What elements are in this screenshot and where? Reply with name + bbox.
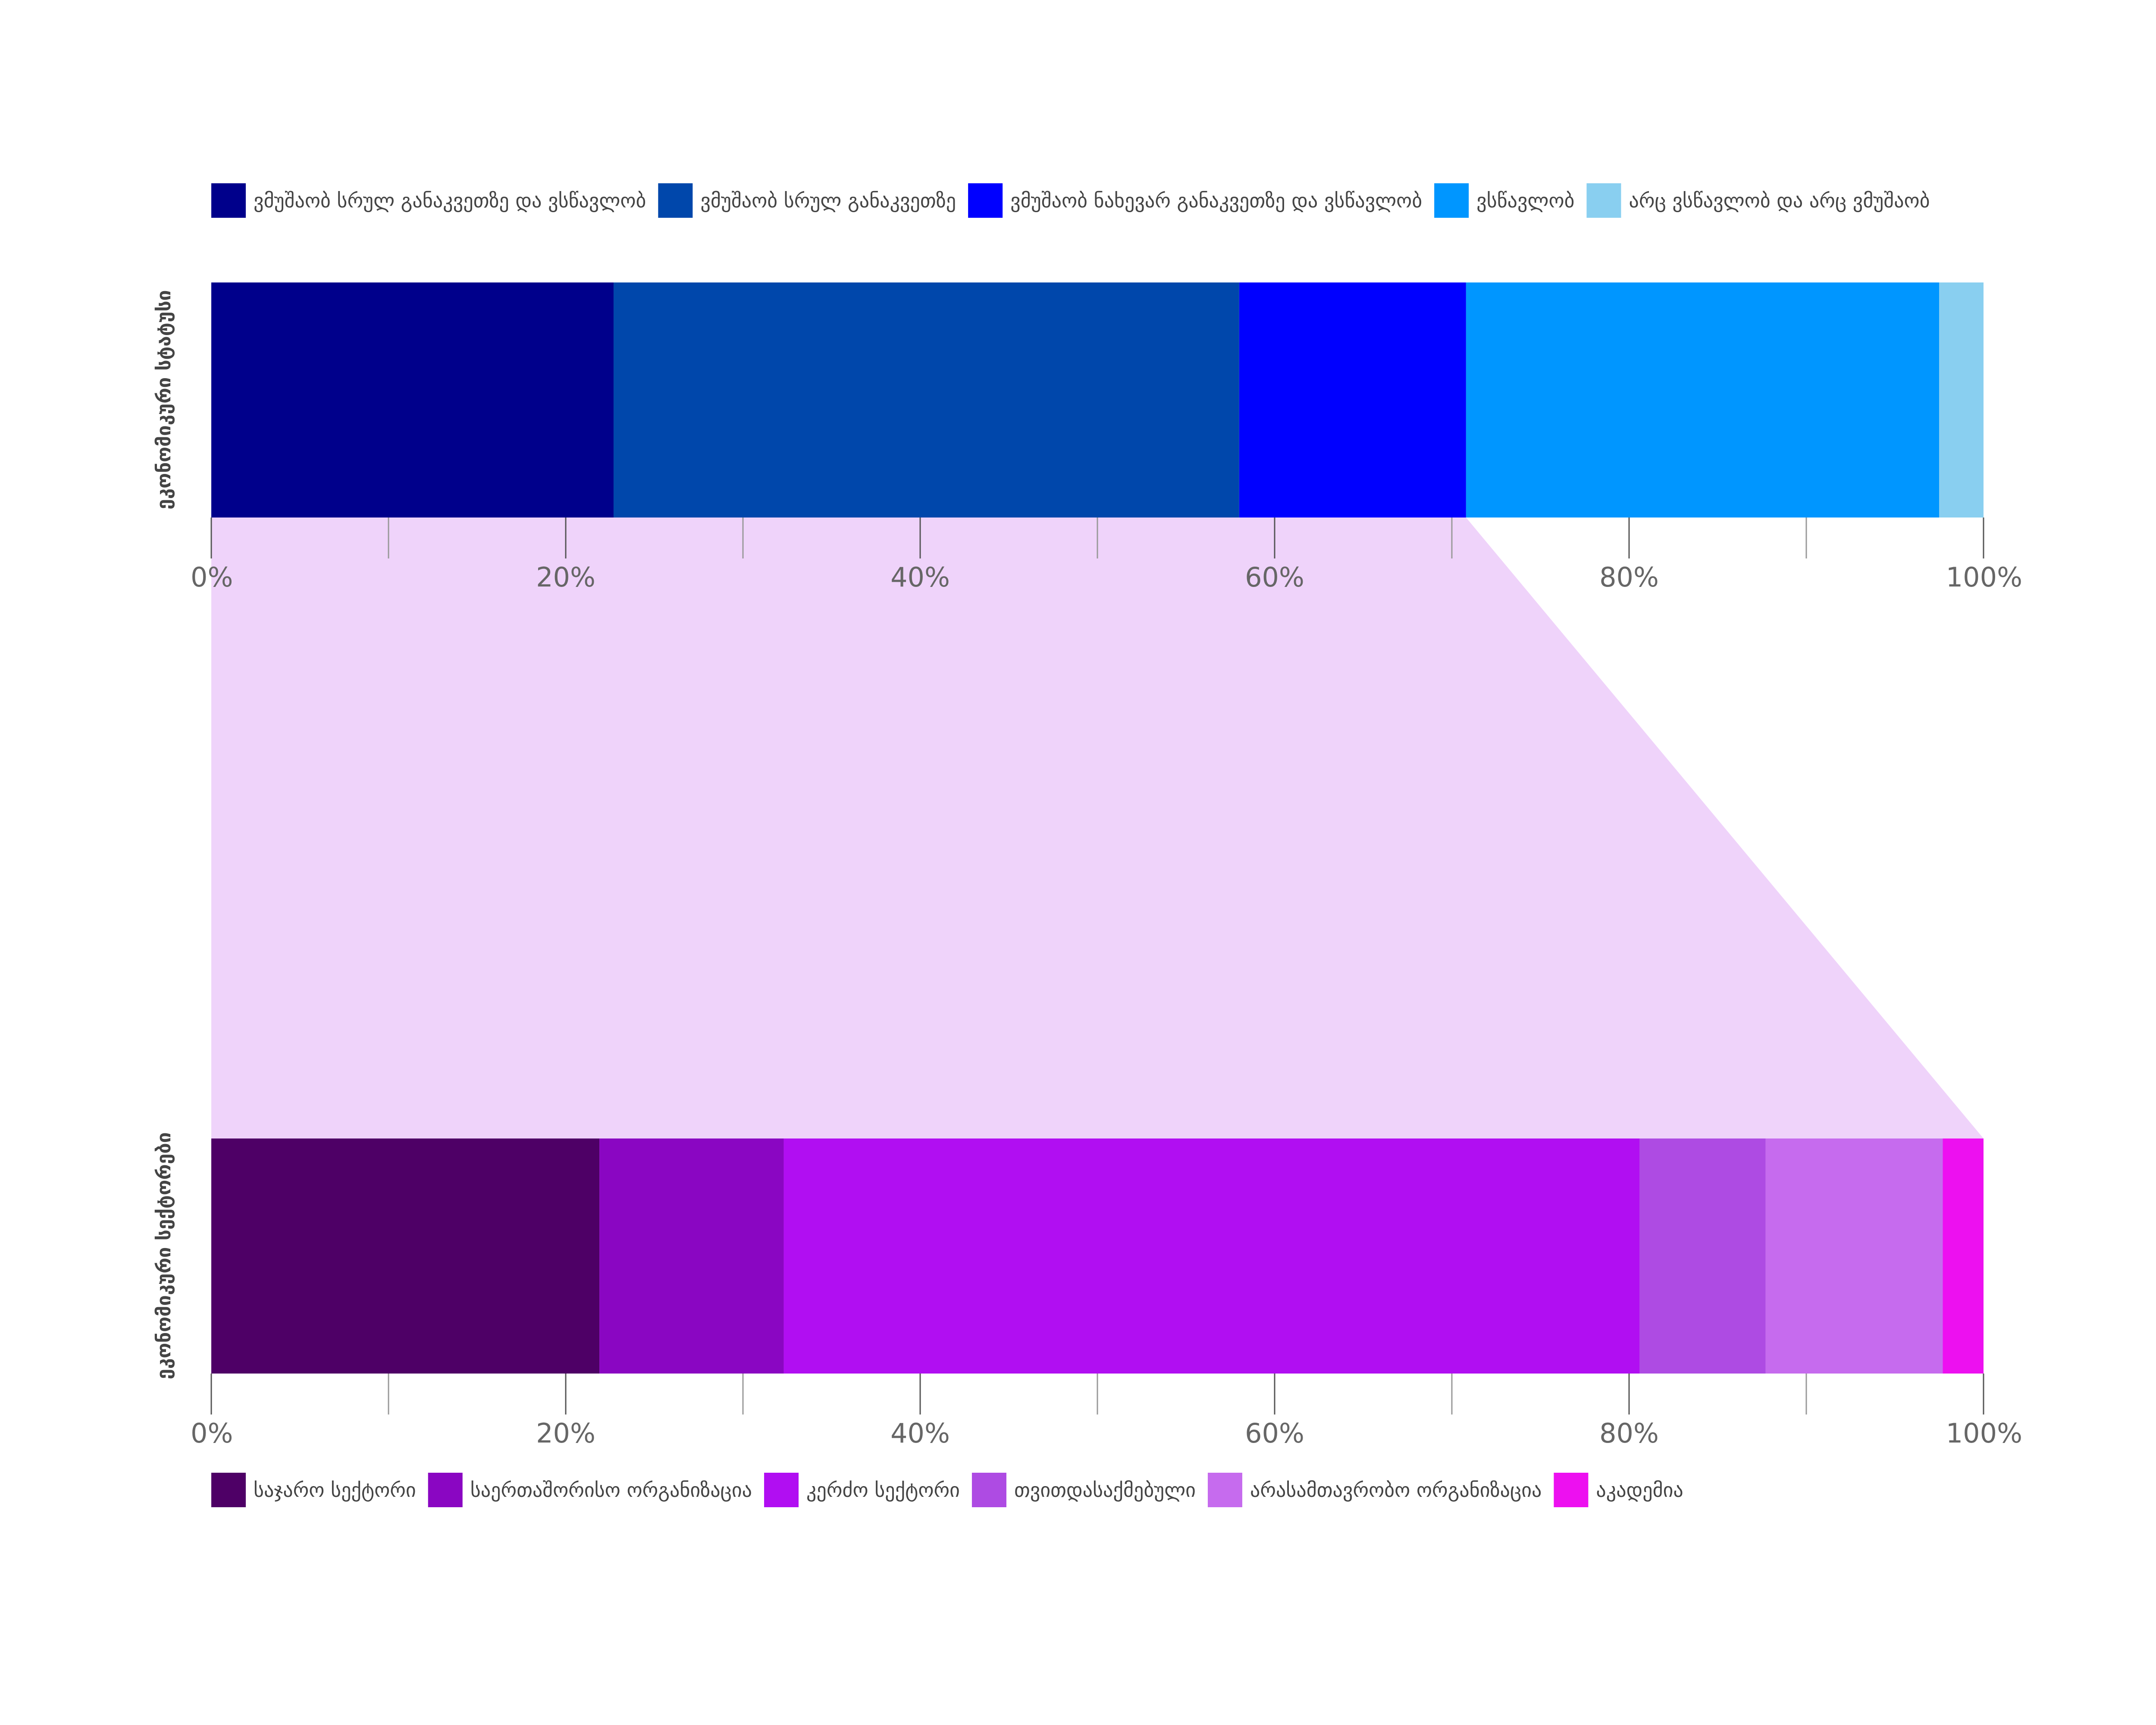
bar-segment-1-5: [1943, 1138, 1984, 1374]
x-tick-label-1-5: 100%: [1946, 1418, 2022, 1449]
bar-segment-0-0: [211, 282, 614, 518]
x-tick-label-1-4: 80%: [1599, 1418, 1659, 1449]
legend-swatch-1-5: [1554, 1473, 1589, 1507]
legend-swatch-0-4: [1586, 183, 1621, 218]
legend-swatch-0-3: [1434, 183, 1469, 218]
legend-swatch-0-1: [658, 183, 693, 218]
breakdown-connector: [211, 518, 1984, 1138]
legend-swatch-1-4: [1207, 1473, 1242, 1507]
legend-swatch-1-0: [211, 1473, 246, 1507]
x-tick-label-1-1: 20%: [536, 1418, 595, 1449]
x-tick-label-0-0: 0%: [191, 561, 233, 593]
legend-swatch-0-0: [211, 183, 246, 218]
legend-label-0-1: ვმუშაობ სრულ განაკვეთზე: [700, 189, 956, 212]
bar-segment-1-1: [599, 1138, 784, 1374]
x-tick-label-1-3: 60%: [1245, 1418, 1304, 1449]
legend-label-1-4: არასამთავრობო ორგანიზაცია: [1250, 1478, 1542, 1502]
x-tick-label-1-0: 0%: [191, 1418, 233, 1449]
x-tick-label-0-5: 100%: [1946, 561, 2022, 593]
legend-label-0-4: არც ვსწავლობ და არც ვმუშაობ: [1629, 189, 1930, 212]
bar-segment-1-3: [1639, 1138, 1766, 1374]
bars-layer: [211, 282, 1984, 1374]
titles-layer: ეკონომიკური სტატუსი ეკონომიკური სექტორები: [153, 290, 175, 1380]
legend-swatch-1-2: [764, 1473, 799, 1507]
legend-swatch-1-3: [971, 1473, 1006, 1507]
legend-label-0-2: ვმუშაობ ნახევარ განაკვეთზე და ვსწავლობ: [1010, 189, 1422, 212]
legend-label-1-5: აკადემია: [1596, 1478, 1683, 1502]
legend-label-0-0: ვმუშაობ სრულ განაკვეთზე და ვსწავლობ: [254, 189, 646, 212]
bar-segment-1-0: [211, 1138, 600, 1374]
x-tick-label-0-1: 20%: [536, 561, 595, 593]
connector-layer: [211, 518, 1984, 1138]
legend-label-1-2: კერძო სექტორი: [806, 1478, 960, 1502]
x-tick-label-0-2: 40%: [890, 561, 950, 593]
x-tick-label-0-4: 80%: [1599, 561, 1659, 593]
legend-label-1-0: საჯარო სექტორი: [254, 1478, 416, 1502]
axis-title-0: ეკონომიკური სტატუსი: [153, 290, 175, 510]
bar-segment-0-2: [1239, 282, 1466, 518]
legend-layer: ვმუშაობ სრულ განაკვეთზე და ვსწავლობ ვმუშა…: [211, 183, 1930, 1507]
legend-label-0-3: ვსწავლობ: [1476, 189, 1574, 212]
legend-label-1-3: თვითდასაქმებული: [1014, 1478, 1196, 1502]
axis-title-1: ეკონომიკური სექტორები: [153, 1132, 175, 1379]
bar-segment-0-4: [1939, 282, 1984, 518]
x-tick-label-0-3: 60%: [1245, 561, 1304, 593]
legend-swatch-0-2: [968, 183, 1003, 218]
bar-segment-0-1: [613, 282, 1239, 518]
axes-layer: 0% 20% 40% 60% 80% 100% 0% 20% 40% 60% 80% 100%: [191, 518, 2022, 1449]
bar-segment-0-3: [1466, 282, 1940, 518]
bar-segment-1-2: [783, 1138, 1640, 1374]
legend-swatch-1-1: [428, 1473, 463, 1507]
x-tick-label-1-2: 40%: [890, 1418, 950, 1449]
bar-segment-1-4: [1765, 1138, 1943, 1374]
legend-label-1-1: საერთაშორისო ორგანიზაცია: [470, 1478, 752, 1502]
